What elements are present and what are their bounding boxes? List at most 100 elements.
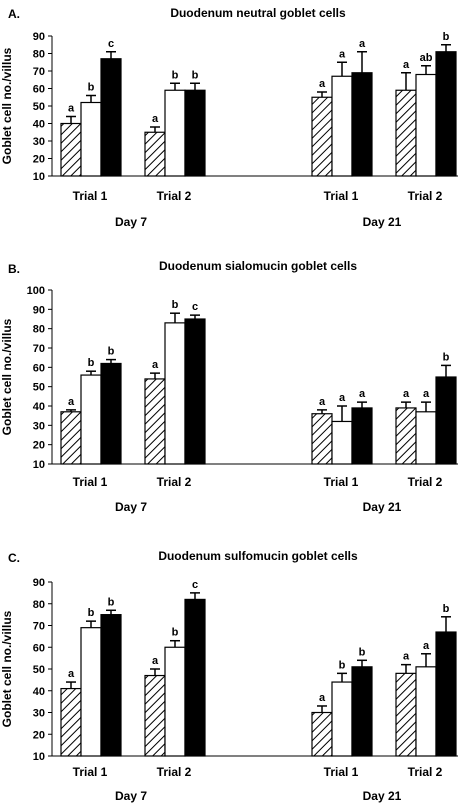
- y-tick-label: 70: [33, 343, 45, 355]
- bar: [80, 374, 102, 465]
- significance-letter: b: [108, 346, 115, 358]
- significance-letter: b: [443, 31, 450, 43]
- bar: [435, 51, 457, 177]
- y-tick-label: 60: [33, 362, 45, 374]
- trial-label: Trial 1: [324, 765, 359, 779]
- y-tick-label: 50: [33, 664, 45, 676]
- y-tick-label: 20: [33, 440, 45, 452]
- bar: [164, 89, 186, 177]
- trial-label: Trial 1: [73, 189, 108, 203]
- trial-label: Trial 1: [73, 765, 108, 779]
- trial-label: Trial 1: [324, 189, 359, 203]
- y-tick-label: 20: [33, 154, 45, 166]
- bar: [311, 711, 333, 757]
- y-tick-label: 80: [33, 324, 45, 336]
- y-tick-label: 80: [33, 49, 45, 61]
- bar: [395, 407, 417, 465]
- y-tick-label: 70: [33, 621, 45, 633]
- day-label: Day 7: [115, 215, 147, 229]
- significance-letter: a: [319, 396, 326, 408]
- bar: [184, 318, 206, 465]
- significance-letter: c: [192, 579, 198, 591]
- bar: [415, 73, 437, 177]
- y-tick-label: 100: [27, 285, 45, 297]
- significance-letter: a: [339, 48, 346, 60]
- bar: [351, 666, 373, 757]
- day-label: Day 7: [115, 789, 147, 803]
- bar: [331, 75, 353, 177]
- y-axis-title: Goblet cell no./villus: [0, 47, 14, 164]
- bar: [184, 89, 206, 177]
- y-tick-label: 70: [33, 66, 45, 78]
- bar: [435, 376, 457, 465]
- significance-letter: a: [403, 388, 410, 400]
- significance-letter: a: [68, 103, 75, 115]
- bar: [351, 407, 373, 465]
- bar: [395, 89, 417, 177]
- bar: [351, 72, 373, 177]
- y-tick-label: 80: [33, 599, 45, 611]
- y-tick-label: 30: [33, 136, 45, 148]
- significance-letter: c: [108, 38, 114, 50]
- significance-letter: b: [443, 603, 450, 615]
- day-label: Day 7: [115, 500, 147, 514]
- significance-letter: ab: [420, 52, 433, 64]
- significance-letter: b: [443, 351, 450, 363]
- day-label: Day 21: [363, 215, 402, 229]
- bar: [311, 96, 333, 177]
- panel-label: A.: [8, 7, 20, 21]
- bar: [100, 58, 122, 177]
- y-axis-title: Goblet cell no./villus: [0, 318, 14, 435]
- significance-letter: b: [172, 627, 179, 639]
- bar: [415, 666, 437, 757]
- bar: [100, 362, 122, 465]
- y-tick-label: 10: [33, 459, 45, 471]
- y-tick-label: 60: [33, 84, 45, 96]
- bar: [164, 322, 186, 465]
- panel-title: Duodenum neutral goblet cells: [170, 6, 346, 20]
- y-axis-title: Goblet cell no./villus: [0, 610, 14, 727]
- panel-b: B. Duodenum sialomucin goblet cells 10 20 30…: [0, 259, 458, 514]
- y-tick-label: 10: [33, 751, 45, 763]
- significance-letter: b: [108, 596, 115, 608]
- y-tick-label: 40: [33, 119, 45, 131]
- bar: [164, 646, 186, 757]
- trial-label: Trial 2: [157, 765, 192, 779]
- significance-letter: b: [88, 357, 95, 369]
- significance-letter: a: [339, 392, 346, 404]
- bar: [80, 627, 102, 757]
- significance-letter: b: [88, 82, 95, 94]
- bar: [80, 101, 102, 177]
- trial-label: Trial 1: [324, 475, 359, 489]
- bar: [435, 631, 457, 757]
- day-label: Day 21: [363, 789, 402, 803]
- y-tick-label: 20: [33, 729, 45, 741]
- trial-label: Trial 2: [157, 189, 192, 203]
- bar: [311, 413, 333, 465]
- significance-letter: a: [68, 668, 75, 680]
- trial-label: Trial 2: [408, 189, 443, 203]
- significance-letter: a: [423, 388, 430, 400]
- significance-letter: a: [403, 651, 410, 663]
- y-tick-label: 30: [33, 708, 45, 720]
- significance-letter: c: [192, 301, 198, 313]
- significance-letter: a: [359, 388, 366, 400]
- y-tick-label: 10: [33, 171, 45, 183]
- y-tick-label: 90: [33, 577, 45, 589]
- bar: [144, 131, 166, 177]
- panel-label: C.: [8, 551, 20, 565]
- bar: [100, 614, 122, 757]
- significance-letter: b: [192, 69, 199, 81]
- y-tick-label: 40: [33, 686, 45, 698]
- y-tick-label: 90: [33, 304, 45, 316]
- trial-label: Trial 2: [408, 475, 443, 489]
- y-tick-label: 50: [33, 101, 45, 113]
- panel-c: C. Duodenum sulfomucin goblet cells 10 20 30…: [0, 549, 458, 803]
- bar: [395, 672, 417, 757]
- y-tick-label: 30: [33, 420, 45, 432]
- trial-label: Trial 2: [157, 475, 192, 489]
- significance-letter: a: [319, 78, 326, 90]
- y-tick-label: 60: [33, 642, 45, 654]
- bar: [60, 687, 82, 757]
